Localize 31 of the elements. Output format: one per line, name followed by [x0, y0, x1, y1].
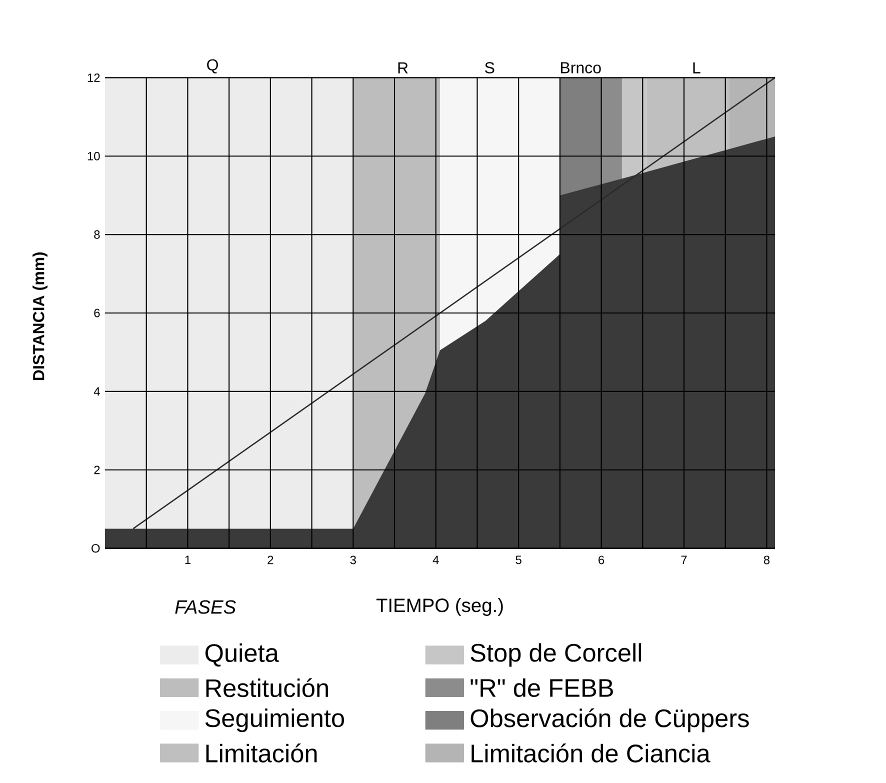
x-tick-label: 2 — [268, 556, 274, 564]
y-axis-title: DISTANCIA (mm) — [32, 252, 48, 380]
x-axis-title: TIEMPO (seg.) — [376, 598, 503, 616]
annotation: Brnco — [561, 62, 601, 74]
legend-label: Restitución — [206, 678, 328, 698]
legend-label: "R" de FEBB — [470, 678, 613, 697]
x-tick-label: 5 — [516, 556, 522, 564]
x-tick-label: 7 — [681, 556, 687, 564]
y-tick-label: 12 — [88, 73, 100, 82]
legend-label: Seguimiento — [205, 708, 344, 732]
legend-label: Stop de Corcell — [470, 643, 642, 667]
annotation: S — [485, 62, 494, 74]
legend-label: Quieta — [205, 643, 279, 667]
y-tick-label: 2 — [94, 466, 100, 474]
y-tick-label: 10 — [88, 152, 100, 160]
text: FASES — [175, 600, 236, 614]
legend-label: Limitación — [206, 744, 317, 762]
y-tick-label: O — [92, 544, 100, 553]
legend-label: Limitación de Ciancia — [472, 744, 710, 762]
x-tick-label: 4 — [432, 556, 439, 564]
y-tick-label: 8 — [94, 230, 100, 239]
y-tick-label: 6 — [94, 308, 100, 318]
x-tick-label: 3 — [350, 556, 356, 564]
legend-label: Observación de Cüppers — [470, 708, 749, 732]
x-tick-label: 8 — [764, 556, 770, 564]
y-tick-label: 4 — [94, 387, 100, 396]
x-tick-label: 1 — [185, 556, 190, 564]
annotation: R — [398, 62, 408, 74]
x-tick-label: 6 — [598, 556, 604, 564]
annotation: L — [693, 62, 700, 74]
annotation: Q — [207, 59, 218, 74]
